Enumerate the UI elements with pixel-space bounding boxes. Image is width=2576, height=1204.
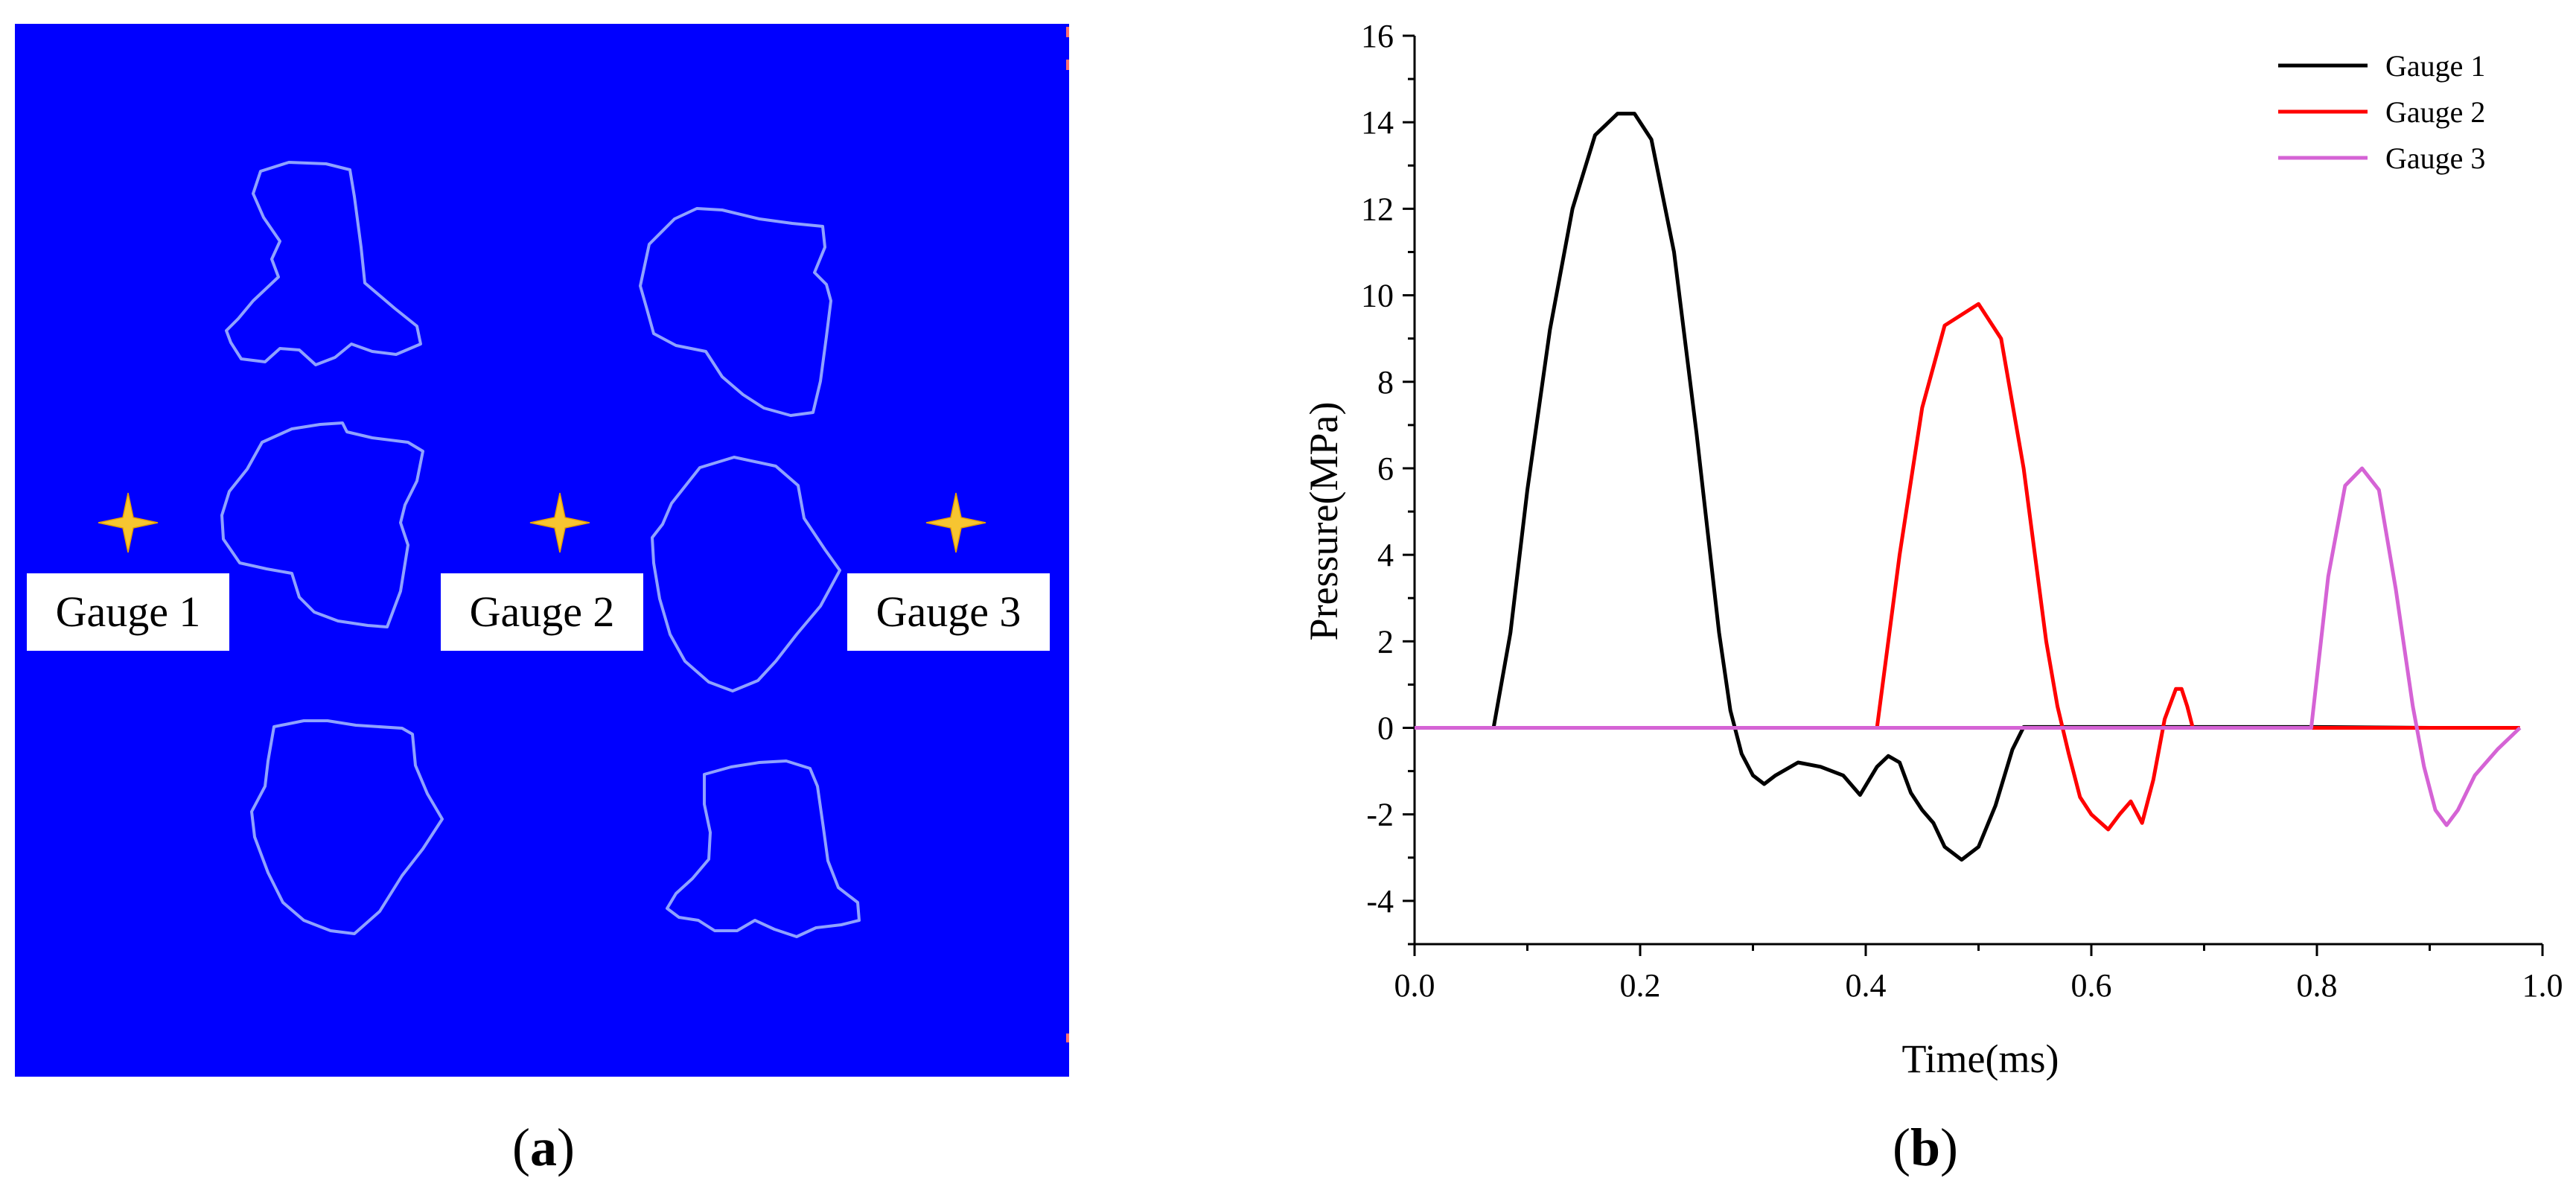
legend-label-gauge-2: Gauge 2 bbox=[2385, 95, 2485, 129]
x-tick-label: 1.0 bbox=[2522, 967, 2563, 1004]
gauge-3-label: Gauge 3 bbox=[847, 573, 1050, 651]
particle-outline bbox=[250, 719, 444, 935]
pressure-chart: 0.0 0.2 0.4 0.6 0.8 1.0 -4 -2 0 2 4 6 8 10 12 14 16 Gaug… bbox=[1301, 18, 2563, 1081]
y-tick-label: 12 bbox=[1361, 191, 1394, 227]
x-axis-label: Time(ms) bbox=[1901, 1036, 2059, 1081]
particle-outline bbox=[666, 759, 861, 938]
y-tick-label: 8 bbox=[1377, 364, 1394, 401]
chart-ticks: 0.0 0.2 0.4 0.6 0.8 1.0 -4 -2 0 2 4 6 8 10 12 14 16 bbox=[1361, 18, 2563, 1004]
gauge-2-star-icon bbox=[529, 492, 590, 553]
y-tick-label: -2 bbox=[1366, 797, 1394, 833]
series-line-gauge-1 bbox=[1415, 112, 2487, 862]
legend-label-gauge-3: Gauge 3 bbox=[2385, 141, 2485, 175]
y-tick-label: 10 bbox=[1361, 278, 1394, 314]
chart-legend: Gauge 1 Gauge 2 Gauge 3 bbox=[2278, 49, 2485, 175]
particle-outline bbox=[225, 161, 422, 366]
gauge-1-label: Gauge 1 bbox=[27, 573, 229, 651]
y-tick-label: 4 bbox=[1377, 537, 1394, 573]
y-tick-label: 14 bbox=[1361, 104, 1394, 141]
y-axis-label: Pressure(MPa) bbox=[1301, 402, 1346, 641]
panel-a-caption: (a) bbox=[512, 1118, 575, 1177]
simulation-domain-canvas bbox=[220, 27, 1069, 1042]
x-tick-label: 0.0 bbox=[1394, 967, 1435, 1004]
x-tick-label: 0.4 bbox=[1846, 967, 1887, 1004]
series-line-gauge-3 bbox=[1415, 466, 2522, 827]
boundary-marks bbox=[1066, 27, 1069, 1042]
gauge-2-label: Gauge 2 bbox=[441, 573, 643, 651]
panel-b-caption: (b) bbox=[1893, 1118, 1959, 1177]
particle-outline bbox=[639, 207, 832, 417]
series-line-gauge-2 bbox=[1415, 302, 2520, 832]
y-tick-label: 16 bbox=[1361, 18, 1394, 54]
chart-series bbox=[1415, 112, 2522, 862]
y-tick-label: 2 bbox=[1377, 623, 1394, 660]
gauge-3-star-icon bbox=[925, 492, 986, 553]
x-tick-label: 0.2 bbox=[1620, 967, 1661, 1004]
x-tick-label: 0.8 bbox=[2297, 967, 2338, 1004]
x-tick-label: 0.6 bbox=[2071, 967, 2112, 1004]
gauge-1-star-icon bbox=[98, 492, 159, 553]
simulation-domain-panel: Gauge 1 Gauge 2 Gauge 3 bbox=[15, 24, 1069, 1077]
y-tick-label: 0 bbox=[1377, 710, 1394, 747]
y-tick-label: -4 bbox=[1366, 883, 1394, 920]
particle-outline bbox=[651, 456, 841, 692]
y-tick-label: 6 bbox=[1377, 450, 1394, 487]
particle-outline bbox=[220, 421, 424, 628]
legend-label-gauge-1: Gauge 1 bbox=[2385, 49, 2485, 83]
